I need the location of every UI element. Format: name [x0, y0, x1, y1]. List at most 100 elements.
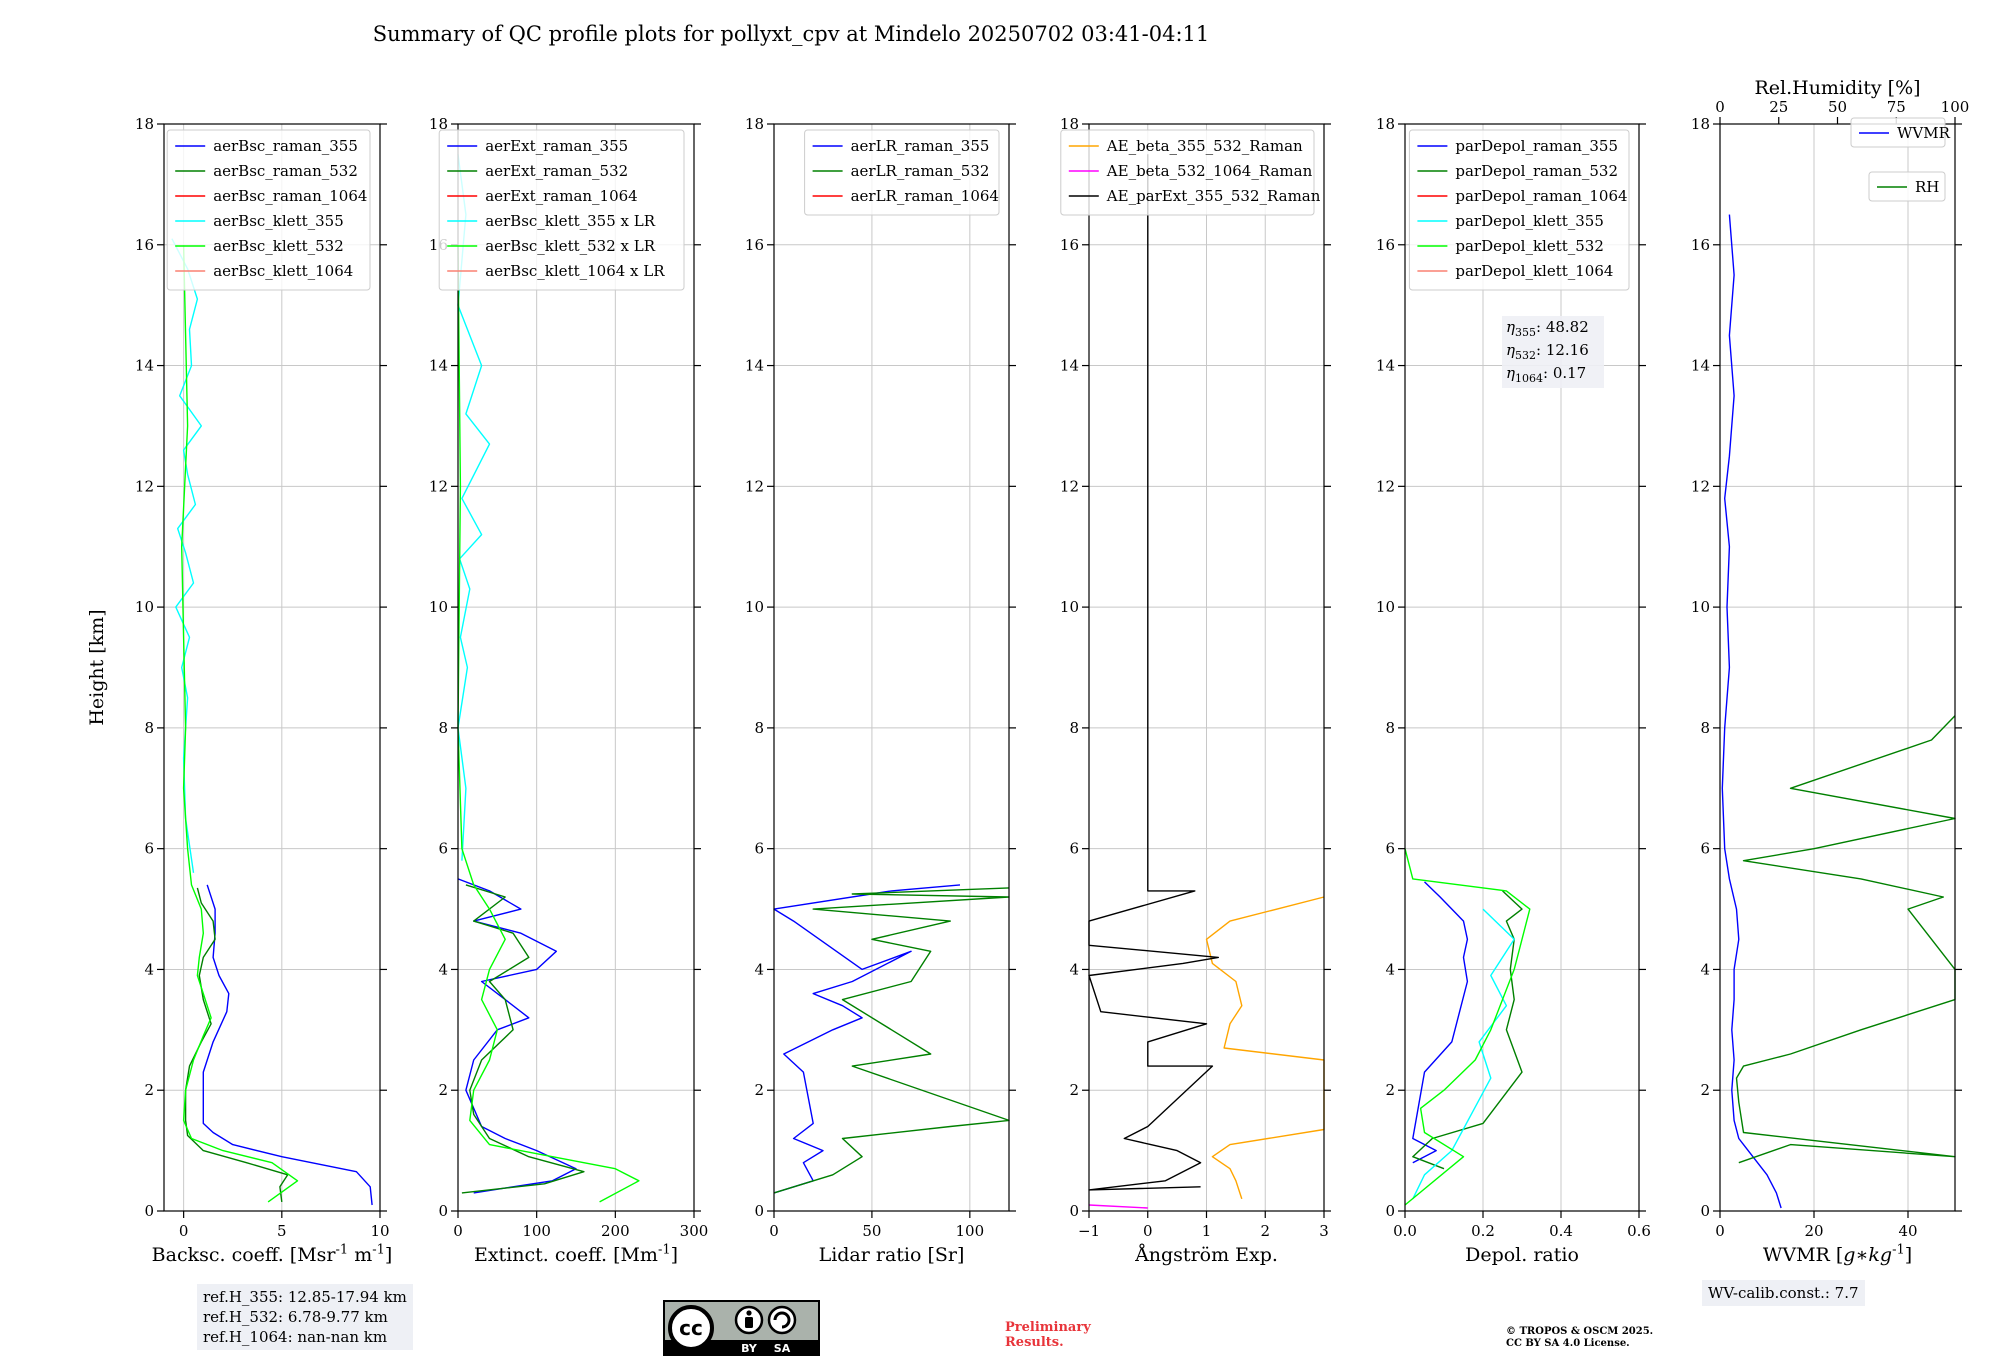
y-tick-label: 2 [144, 1081, 154, 1099]
x-tick-label: 0.4 [1549, 1222, 1573, 1240]
legend-label: aerExt_raman_532 [485, 162, 628, 180]
preliminary-line-2: Results. [1005, 1335, 1064, 1350]
x-tick-label: 0.6 [1627, 1222, 1651, 1240]
wv-calib-box: WV-calib.const.: 7.7 [1702, 1280, 1865, 1306]
eta-annotation-label: η355​: 48.82 [1506, 318, 1589, 339]
x-axis-label: Depol. ratio [1465, 1244, 1579, 1266]
legend-box [438, 129, 685, 291]
legend-label: parDepol_raman_355 [1455, 137, 1618, 155]
series-line-ae-parext-355-532-raman [1088, 154, 1220, 1191]
y-tick-label: 2 [1069, 1081, 1079, 1099]
y-tick-label: 14 [1376, 357, 1395, 375]
y-tick-label: 8 [1385, 719, 1395, 737]
legend-label: AE_parExt_355_532_Raman [1106, 187, 1321, 205]
x-tick-label: 20 [1804, 1222, 1823, 1240]
legend-label: parDepol_raman_532 [1455, 162, 1618, 180]
y-tick-label: 16 [1376, 236, 1395, 254]
legend-label: aerBsc_klett_355 x LR [485, 212, 656, 230]
top-x-tick-label: 75 [1887, 98, 1906, 116]
series-line-aerbsc-klett-532 [180, 244, 299, 1203]
legend-label: aerExt_raman_355 [485, 137, 628, 155]
y-tick-label: 0 [1385, 1202, 1395, 1220]
x-tick-label: 3 [1319, 1222, 1329, 1240]
series-line-aerlr-raman-355 [773, 884, 961, 1194]
y-tick-label: 8 [144, 719, 154, 737]
x-tick-label: 0 [1715, 1222, 1725, 1240]
y-tick-label: 8 [754, 719, 764, 737]
series-line-ae-beta-355-532-raman [1205, 896, 1325, 1200]
y-tick-label: 16 [135, 236, 154, 254]
legend-label: aerBsc_klett_1064 x LR [485, 262, 665, 280]
top-x-tick-label: 50 [1828, 98, 1847, 116]
y-tick-label: 2 [438, 1081, 448, 1099]
copyright-line-1: © TROPOS & OSCM 2025. [1506, 1326, 1654, 1337]
series-line-wvmr [1721, 214, 1782, 1209]
legend-label: AE_beta_355_532_Raman [1106, 137, 1303, 155]
y-tick-label: 2 [754, 1081, 764, 1099]
y-tick-label: 6 [1700, 840, 1710, 858]
y-tick-label: 0 [1700, 1202, 1710, 1220]
y-tick-label: 6 [1069, 840, 1079, 858]
x-tick-label: 100 [522, 1222, 551, 1240]
y-tick-label: 4 [754, 960, 764, 978]
series-line-aerbsc-klett-355-x-lr [457, 154, 491, 861]
x-axis-label: WVMR [g∗kg-1​] [1763, 1242, 1912, 1266]
y-tick-label: 4 [1069, 960, 1079, 978]
y-tick-label: 10 [429, 598, 448, 616]
y-tick-label: 0 [754, 1202, 764, 1220]
eta-annotation-label: η1064​: 0.17 [1506, 364, 1586, 385]
y-tick-label: 8 [1069, 719, 1079, 737]
legend-label: parDepol_klett_532 [1455, 237, 1604, 255]
y-tick-label: 10 [1691, 598, 1710, 616]
y-tick-label: 18 [1691, 115, 1710, 133]
copyright-line-2: CC BY SA 4.0 License. [1506, 1338, 1630, 1349]
cc-license-badge: cc BY SA [663, 1300, 820, 1356]
y-tick-label: 0 [1069, 1202, 1079, 1220]
y-tick-label: 12 [429, 477, 448, 495]
series-line-aerext-raman-532 [461, 884, 585, 1194]
panel-6: 0 2 4 6 8 10 12 14 16 18 0 20 40 WVMR [g∗kg-1​] 0 25 50 7… [1691, 77, 1969, 1266]
legend-label: parDepol_klett_355 [1455, 212, 1604, 230]
y-tick-label: 14 [429, 357, 448, 375]
axes-frame [457, 123, 695, 1212]
y-tick-label: 14 [1060, 357, 1079, 375]
y-tick-label: 6 [754, 840, 764, 858]
x-tick-label: 50 [862, 1222, 881, 1240]
legend-label: parDepol_raman_1064 [1455, 187, 1627, 205]
series-line-ae-beta-532-1064-raman [1088, 1204, 1148, 1209]
cc-sa-label: SA [774, 1342, 791, 1354]
y-tick-label: 16 [745, 236, 764, 254]
ref-height-355: ref.H_355: 12.85-17.94 km [203, 1288, 407, 1306]
x-tick-label: 40 [1898, 1222, 1917, 1240]
legend-label: AE_beta_532_1064_Raman [1106, 162, 1313, 180]
top-x-tick-label: 100 [1941, 98, 1970, 116]
legend-label: aerLR_raman_355 [851, 137, 990, 155]
x-tick-label: 0.2 [1471, 1222, 1495, 1240]
ref-height-box: ref.H_355: 12.85-17.94 km ref.H_532: 6.7… [197, 1284, 413, 1350]
y-tick-label: 4 [438, 960, 448, 978]
figure-title: Summary of QC profile plots for pollyxt_… [372, 22, 1210, 46]
x-tick-label: 300 [680, 1222, 709, 1240]
y-tick-label: 6 [438, 840, 448, 858]
y-tick-label: 0 [438, 1202, 448, 1220]
x-tick-label: 0 [179, 1222, 189, 1240]
y-tick-label: 16 [1060, 236, 1079, 254]
y-tick-label: 18 [135, 115, 154, 133]
x-tick-label: 0 [1143, 1222, 1153, 1240]
series-line-aerbsc-klett-532-x-lr [457, 244, 640, 1203]
x-tick-label: 0 [769, 1222, 779, 1240]
y-tick-label: 4 [1700, 960, 1710, 978]
y-tick-label: 12 [745, 477, 764, 495]
y-tick-label: 18 [429, 115, 448, 133]
series-line-aerbsc-klett-355 [171, 238, 203, 873]
panel-1: 0 2 4 6 8 10 12 14 16 18 0 5 10 Backsc. coeff. [Msr-1… [86, 115, 392, 1266]
y-tick-label: 12 [1691, 477, 1710, 495]
top-x-tick-label: 0 [1715, 98, 1725, 116]
x-tick-label: −1 [1078, 1222, 1100, 1240]
legend-label: aerExt_raman_1064 [485, 187, 638, 205]
y-tick-label: 14 [745, 357, 764, 375]
y-tick-label: 4 [1385, 960, 1395, 978]
x-tick-label: 2 [1260, 1222, 1270, 1240]
